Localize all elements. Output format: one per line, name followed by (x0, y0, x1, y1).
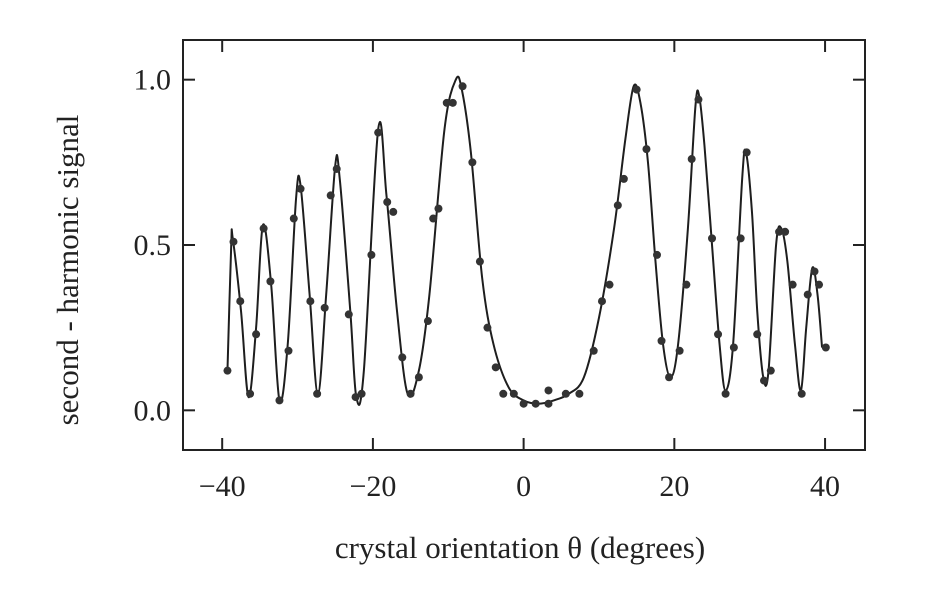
data-point (721, 389, 730, 398)
data-point (575, 389, 584, 398)
data-point (665, 373, 674, 382)
data-point (483, 323, 492, 332)
data-point (414, 373, 423, 382)
data-point (797, 389, 806, 398)
data-point (296, 184, 305, 193)
fit-curve (226, 75, 824, 406)
data-point (284, 346, 293, 355)
x-axis-label: crystal orientation θ (degrees) (335, 530, 705, 565)
data-point (531, 399, 540, 408)
data-point (313, 389, 322, 398)
data-point (675, 346, 684, 355)
plot-frame (182, 39, 866, 451)
data-point (742, 148, 751, 157)
data-point (275, 396, 284, 405)
data-point (821, 343, 830, 352)
data-point (619, 174, 628, 183)
data-point (519, 399, 528, 408)
data-point (374, 128, 383, 137)
data-point (266, 277, 275, 286)
y-tick-label: 0.0 (134, 394, 172, 427)
data-point (367, 250, 376, 259)
data-point (605, 280, 614, 289)
data-point (259, 224, 268, 233)
data-point (736, 234, 745, 243)
data-point (423, 317, 432, 326)
data-point (398, 353, 407, 362)
data-point (544, 386, 553, 395)
data-point (561, 389, 570, 398)
data-point (491, 363, 500, 372)
y-tick-label: 1.0 (134, 64, 172, 97)
data-point (682, 280, 691, 289)
data-point (223, 366, 232, 375)
x-tick-label: 40 (810, 470, 840, 503)
data-point (597, 297, 606, 306)
data-point (434, 204, 443, 213)
data-point (246, 389, 255, 398)
data-point (694, 95, 703, 104)
data-point (815, 280, 824, 289)
data-point (332, 164, 341, 173)
data-point (468, 158, 477, 167)
data-point (810, 267, 819, 276)
data-point (252, 330, 261, 339)
x-tick-label: −40 (199, 470, 246, 503)
data-point (389, 207, 398, 216)
data-point (429, 214, 438, 223)
data-point (781, 227, 790, 236)
data-point (657, 336, 666, 345)
data-point (475, 257, 484, 266)
data-point (753, 330, 762, 339)
data-point (351, 393, 360, 402)
data-point (229, 237, 238, 246)
x-tick-label: 20 (659, 470, 689, 503)
data-point (357, 389, 366, 398)
data-point (803, 290, 812, 299)
data-point (448, 98, 457, 107)
data-point (289, 214, 298, 223)
data-point (406, 389, 415, 398)
data-point (766, 366, 775, 375)
data-point (653, 250, 662, 259)
data-point (383, 198, 392, 207)
data-point (788, 280, 797, 289)
x-tick-label: 0 (516, 470, 531, 503)
data-point (775, 227, 784, 236)
y-axis-label: second - harmonic signal (50, 115, 85, 426)
data-point (687, 155, 696, 164)
data-point (642, 145, 651, 154)
y-tick-label: 0.5 (134, 229, 172, 262)
data-point (729, 343, 738, 352)
data-point (714, 330, 723, 339)
data-point (509, 389, 518, 398)
data-point (326, 191, 335, 200)
data-point (613, 201, 622, 210)
data-point (499, 389, 508, 398)
data-point (708, 234, 717, 243)
data-point (458, 82, 467, 91)
data-point (306, 297, 315, 306)
x-tick-label: −20 (349, 470, 396, 503)
data-point (632, 85, 641, 94)
data-point (589, 346, 598, 355)
data-point (544, 399, 553, 408)
data-point (344, 310, 353, 319)
data-point (760, 376, 769, 385)
data-point (236, 297, 245, 306)
data-point (442, 98, 451, 107)
data-point (320, 303, 329, 312)
